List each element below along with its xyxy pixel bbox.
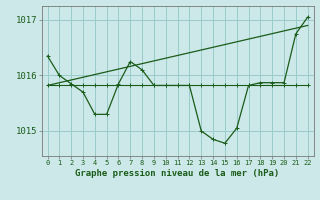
X-axis label: Graphe pression niveau de la mer (hPa): Graphe pression niveau de la mer (hPa) (76, 169, 280, 178)
